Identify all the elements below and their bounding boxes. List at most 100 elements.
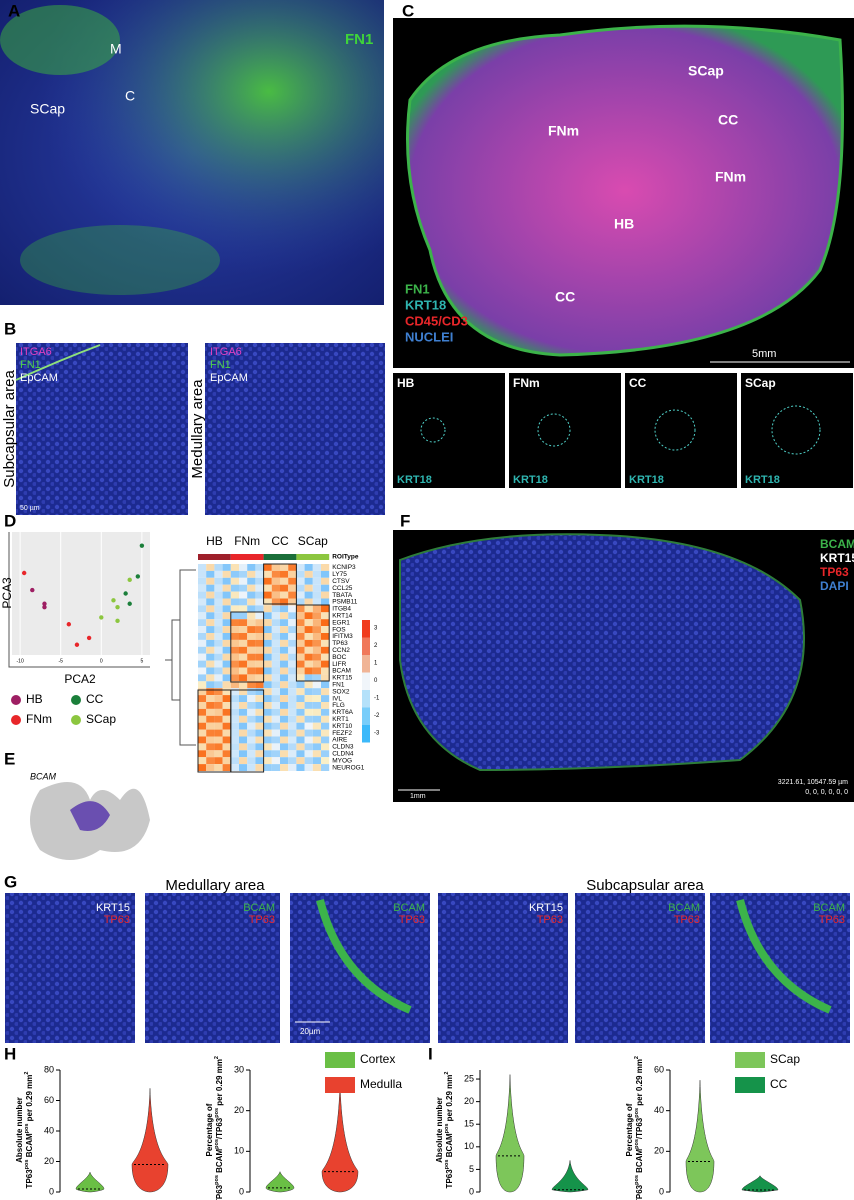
heat-cell: [296, 667, 305, 675]
heat-cell: [271, 619, 280, 627]
heat-cell: [280, 715, 289, 723]
heat-cell: [222, 584, 231, 592]
heat-cell: [321, 764, 330, 771]
heat-cell: [263, 619, 272, 627]
legend-marker: [11, 715, 21, 725]
heat-cell: [230, 729, 239, 737]
heat-cell: [312, 646, 321, 654]
heat-cell: [230, 757, 239, 765]
channels: 0, 0, 0, 0, 0, 0: [805, 789, 848, 796]
heat-cell: [296, 598, 305, 606]
heat-cell: [214, 715, 223, 723]
heat-cell: [288, 743, 297, 751]
image-b-left: [16, 343, 188, 515]
gene-label: IFITM3: [332, 633, 353, 640]
heat-cell: [230, 577, 239, 585]
heat-cell: [271, 667, 280, 675]
heat-cell: [222, 674, 231, 682]
heat-cell: [222, 764, 231, 771]
heat-cell: [271, 646, 280, 654]
point: [86, 635, 92, 641]
heat-cell: [271, 695, 280, 702]
gene-label: BCAM: [332, 668, 351, 675]
heat-cell: [288, 688, 297, 696]
heat-cell: [239, 653, 248, 661]
heat-cell: [230, 584, 239, 592]
heat-cell: [312, 708, 321, 716]
heat-cell: [263, 584, 272, 592]
heat-cell: [222, 564, 231, 571]
legend-swatch: [325, 1077, 355, 1093]
inset-stain-label: KRT18: [397, 474, 432, 486]
heat-cell: [206, 743, 215, 751]
legend-label: FNm: [26, 712, 52, 726]
heat-cell: [288, 591, 297, 599]
colorbar-step: [362, 707, 370, 725]
heat-cell: [206, 729, 215, 737]
heat-cell: [271, 591, 280, 599]
label-part: per 0.29 mm: [25, 1075, 34, 1124]
panel-letter: H: [4, 1044, 16, 1063]
heat-cell: [288, 736, 297, 744]
heat-cell: [263, 570, 272, 578]
heat-cell: [239, 591, 248, 599]
heat-cell: [198, 674, 207, 682]
gene-label: EGR1: [332, 619, 350, 626]
heat-cell: [271, 570, 280, 578]
heat-cell: [271, 660, 280, 668]
heat-cell: [222, 702, 231, 709]
heat-cell: [280, 605, 289, 613]
label-part: pos: [634, 1139, 640, 1149]
heat-cell: [198, 591, 207, 599]
heat-cell: [312, 674, 321, 682]
cluster-box: [230, 611, 265, 683]
heat-cell: [239, 722, 248, 730]
heat-cell: [198, 639, 207, 647]
legend-label: Medulla: [360, 1077, 402, 1091]
legend-marker: [11, 695, 21, 705]
heat-cell: [304, 633, 313, 640]
legend-label: KRT15: [820, 551, 854, 565]
heat-cell: [312, 729, 321, 737]
heat-cell: [296, 750, 305, 758]
scale-label: 5mm: [752, 348, 776, 360]
heat-cell: [304, 729, 313, 737]
region-label: FNm: [715, 169, 746, 185]
heat-cell: [206, 605, 215, 613]
region-label: CC: [555, 289, 575, 305]
heat-cell: [198, 715, 207, 723]
stain-label: FN1: [210, 359, 231, 371]
heat-cell: [296, 722, 305, 730]
heat-cell: [263, 660, 272, 668]
heat-cell: [206, 695, 215, 702]
y-tick-label: 80: [44, 1064, 54, 1074]
heat-cell: [321, 729, 330, 737]
heat-cell: [312, 605, 321, 613]
violin: [75, 1171, 105, 1193]
heat-cell: [214, 764, 223, 771]
legend-label: SCap: [86, 712, 116, 726]
heat-cell: [206, 584, 215, 592]
heat-cell: [321, 674, 330, 682]
stain-label: TP63: [104, 914, 130, 926]
heat-cell: [321, 591, 330, 599]
heat-cell: [296, 660, 305, 668]
heat-cell: [198, 667, 207, 675]
micrograph: [575, 893, 705, 1043]
heat-cell: [271, 743, 280, 751]
heat-cell: [222, 695, 231, 702]
heat-cell: [214, 626, 223, 633]
heat-cell: [214, 598, 223, 606]
heat-cell: [214, 708, 223, 716]
heat-cell: [222, 736, 231, 744]
label: SCap: [30, 101, 65, 117]
heat-cell: [222, 757, 231, 765]
gene-label: NEUROG1: [332, 764, 365, 771]
heat-cell: [321, 605, 330, 613]
heat-cell: [247, 598, 256, 606]
group-title: Subcapsular area: [586, 877, 704, 894]
stain-label: TP63: [819, 914, 845, 926]
heat-cell: [222, 681, 231, 689]
heat-cell: [198, 612, 207, 620]
heat-cell: [198, 702, 207, 709]
